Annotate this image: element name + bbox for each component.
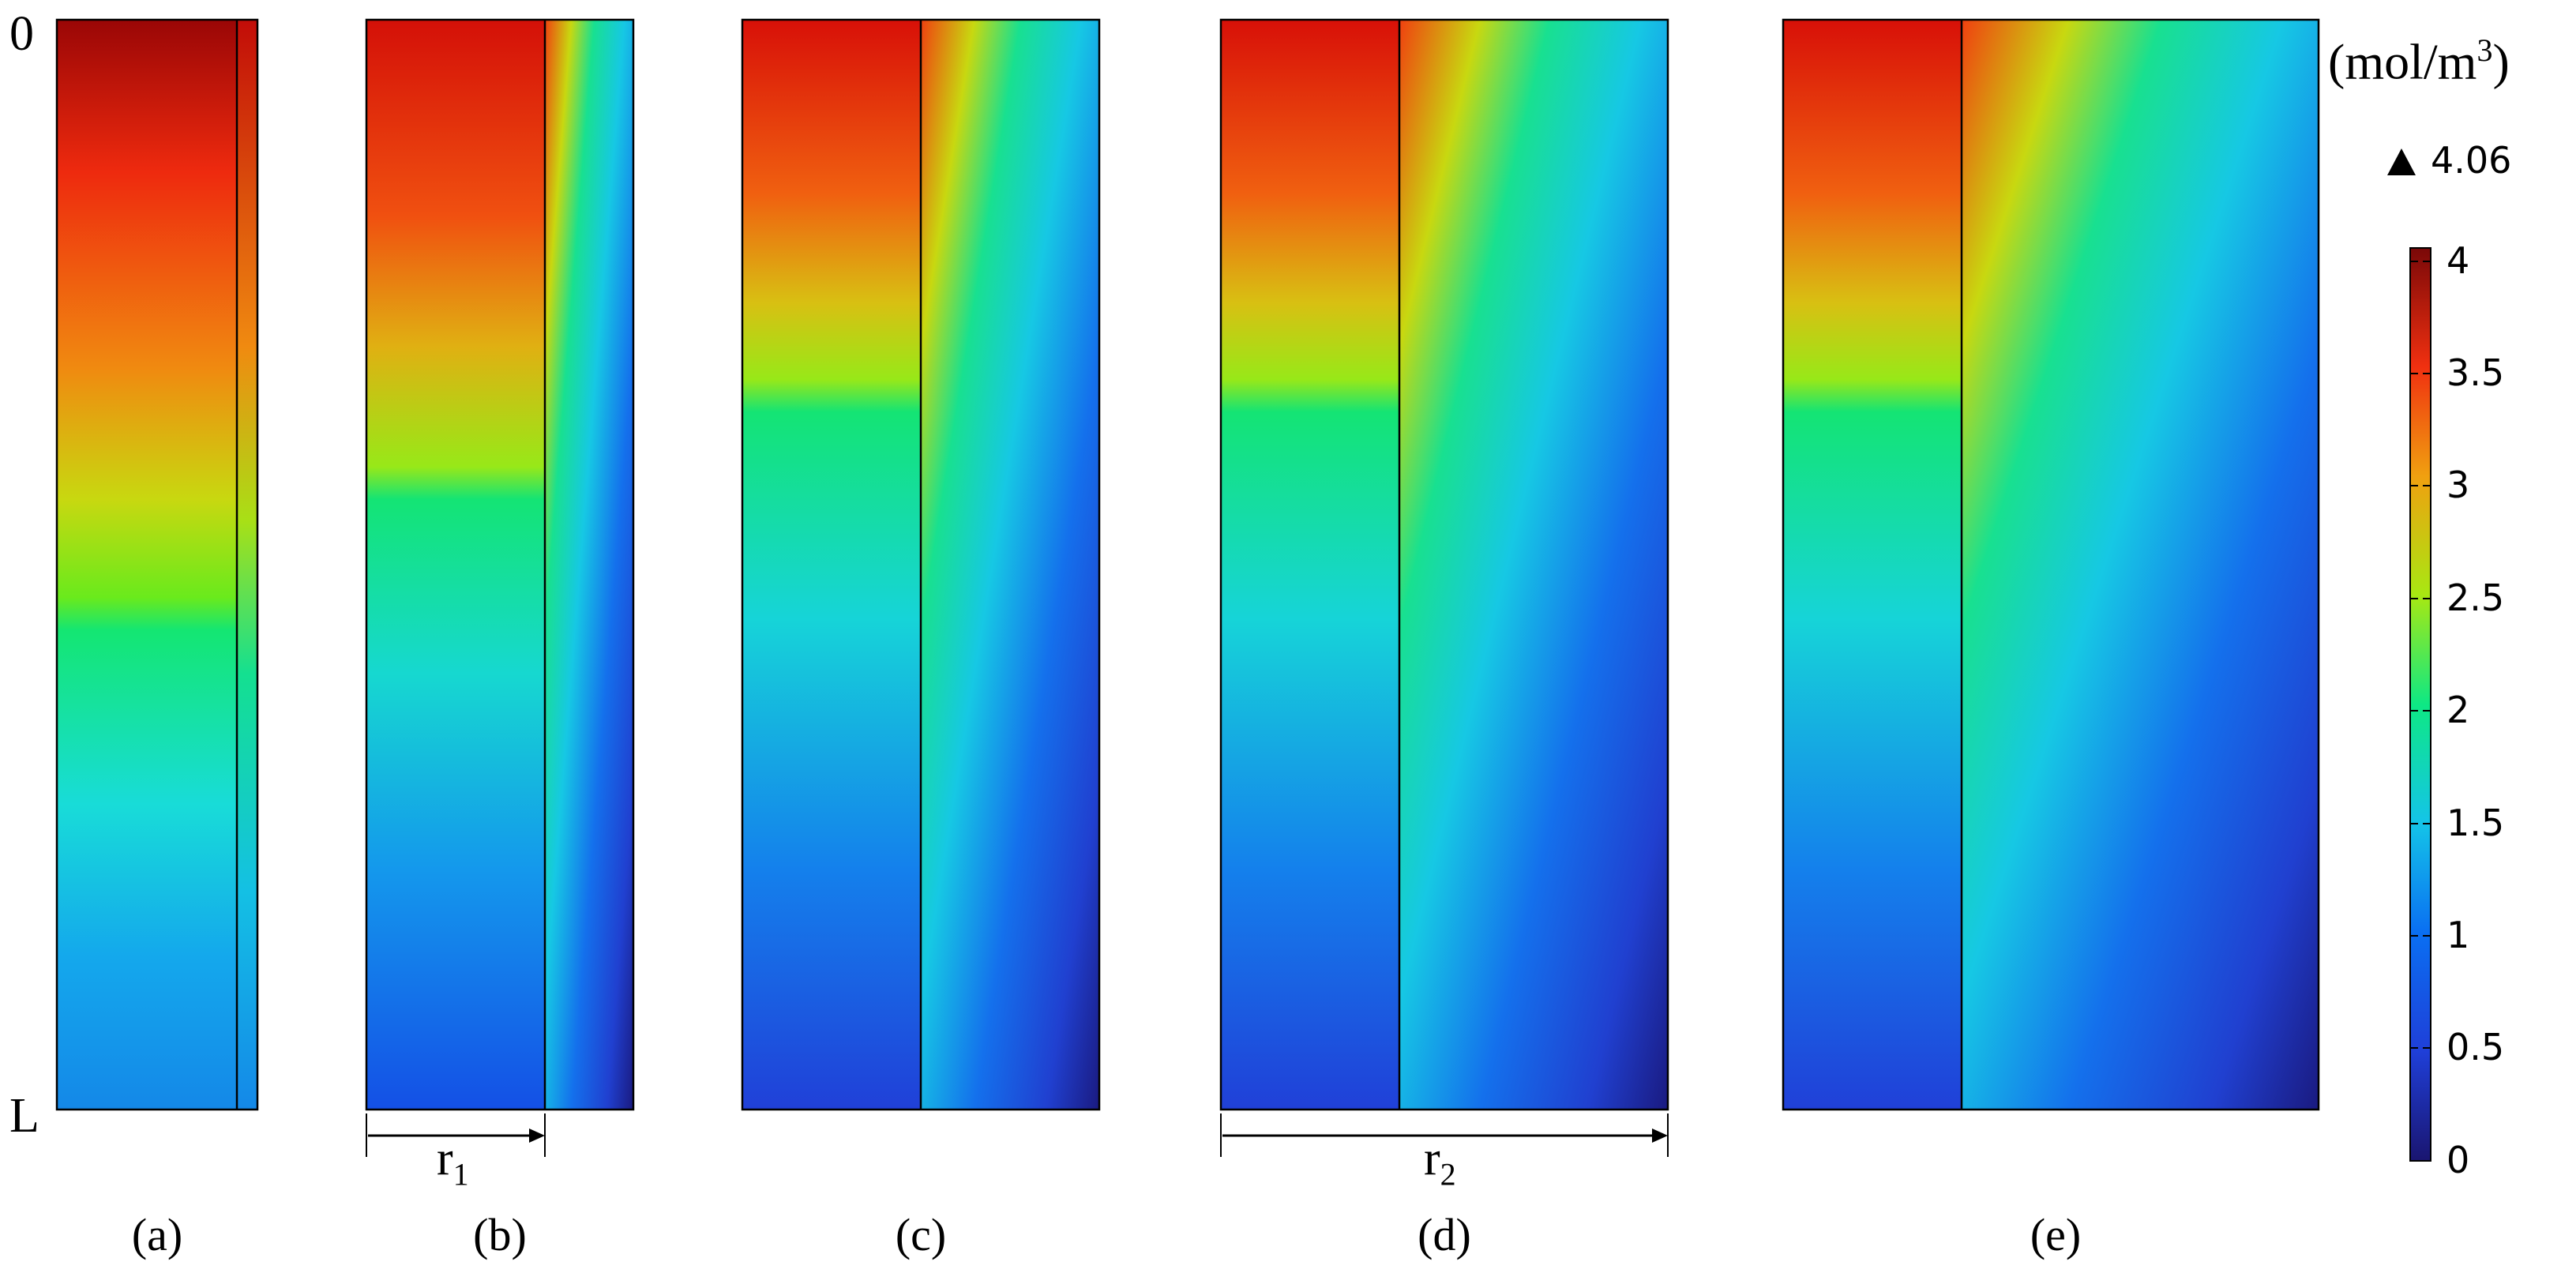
panel-a-core [57, 20, 238, 1110]
colorbar-tick: 1 [2446, 914, 2470, 956]
r1-label: r1 [437, 1131, 469, 1192]
panel-c-shell [921, 20, 1099, 1110]
panel-a-label: (a) [131, 1209, 183, 1260]
r2-label-base: r [1424, 1132, 1440, 1185]
r1-dimension [366, 1113, 546, 1157]
panel-b-core [366, 20, 545, 1110]
panel-d-shell [1399, 20, 1668, 1110]
colorbar-unit: (mol/m3) [2328, 32, 2510, 91]
colorbar-tick: 3 [2446, 464, 2470, 506]
panel-d [1219, 18, 1669, 1111]
panel-a [55, 18, 259, 1111]
colorbar-max-value: 4.06 [2431, 139, 2512, 182]
r1-label-base: r [437, 1132, 453, 1185]
panel-d-outline [1219, 18, 1669, 1111]
colorbar-unit-main: (mol/m [2328, 33, 2477, 90]
r2-label-sub: 2 [1440, 1156, 1456, 1192]
max-marker-triangle [2387, 148, 2416, 175]
colorbar-tick: 2 [2446, 689, 2470, 731]
panel-c-core [742, 20, 921, 1110]
colorbar-tick: 1.5 [2446, 802, 2505, 844]
axis-top-label: 0 [9, 7, 34, 61]
panel-b-label: (b) [473, 1209, 527, 1260]
panel-b [365, 18, 635, 1111]
panel-b-shell [545, 20, 633, 1110]
colorbar [2387, 148, 2431, 1162]
colorbar-tick: 0 [2446, 1139, 2470, 1181]
colorbar-tick: 2.5 [2446, 576, 2505, 619]
r1-label-sub: 1 [452, 1156, 469, 1192]
colorbar-tick: 4 [2446, 239, 2470, 282]
panel-e-shell [1962, 20, 2319, 1110]
colorbar-tick: 3.5 [2446, 351, 2505, 394]
panel-a-outline [55, 18, 259, 1111]
r2-label: r2 [1424, 1131, 1456, 1192]
panel-c [741, 18, 1101, 1111]
panel-a-shell [237, 20, 257, 1110]
panel-e-core [1783, 20, 1962, 1110]
panel-c-label: (c) [895, 1209, 947, 1260]
panel-d-label: (d) [1418, 1209, 1471, 1260]
colorbar-tick: 0.5 [2446, 1026, 2505, 1068]
axis-bottom-label: L [9, 1089, 39, 1143]
panel-d-core [1221, 20, 1399, 1110]
panel-e [1782, 18, 2320, 1111]
panel-e-outline [1782, 18, 2320, 1111]
colorbar-gradient [2409, 247, 2431, 1162]
panel-b-outline [365, 18, 635, 1111]
colorbar-unit-close: ) [2492, 33, 2510, 90]
colorbar-unit-sup: 3 [2476, 32, 2493, 68]
panel-e-label: (e) [2030, 1209, 2082, 1260]
r2-dimension [1220, 1113, 1669, 1157]
colorbar-tick-marks [2410, 261, 2431, 1162]
